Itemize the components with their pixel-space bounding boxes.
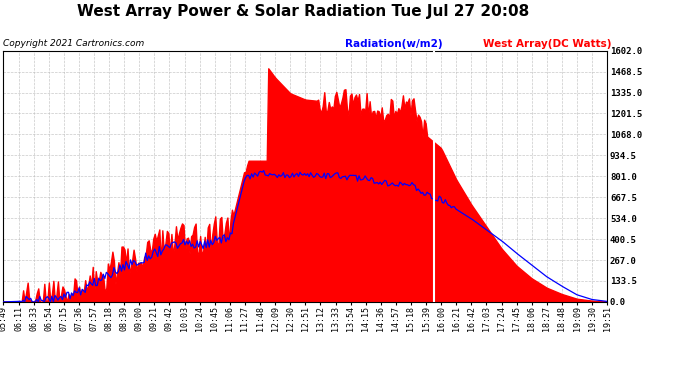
Text: Radiation(w/m2): Radiation(w/m2)	[345, 39, 442, 50]
Text: Copyright 2021 Cartronics.com: Copyright 2021 Cartronics.com	[3, 39, 145, 48]
Text: West Array(DC Watts): West Array(DC Watts)	[483, 39, 611, 50]
Text: West Array Power & Solar Radiation Tue Jul 27 20:08: West Array Power & Solar Radiation Tue J…	[77, 4, 530, 19]
